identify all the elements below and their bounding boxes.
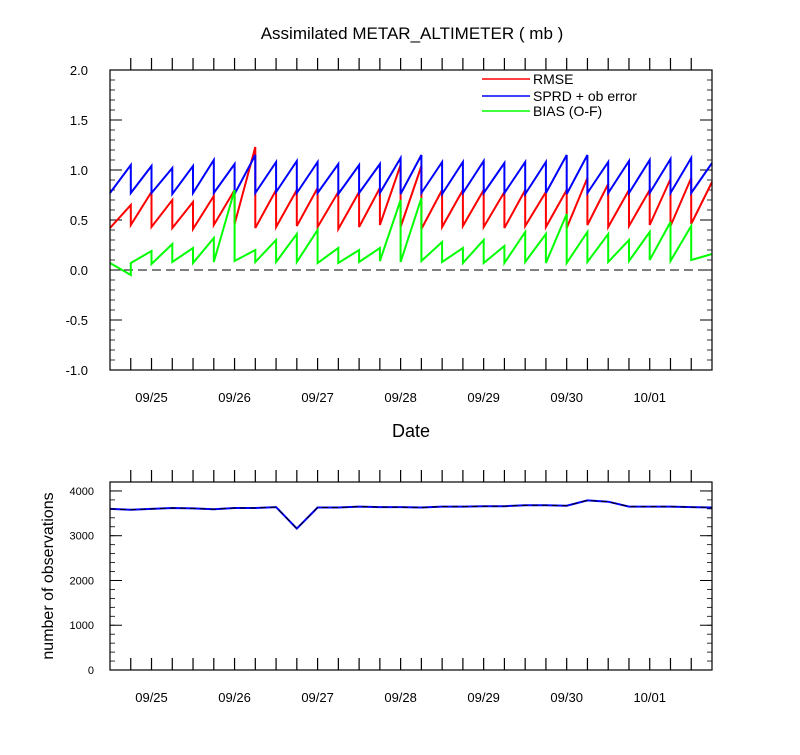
bottom-ytick-label: 1000 [70,620,94,632]
top-xtick-label: 09/27 [301,390,334,405]
bottom-ytick-label: 0 [88,665,94,677]
bottom-xtick-label: 09/25 [135,690,168,705]
bottom-ytick-label: 4000 [70,486,94,498]
bottom-xtick-label: 09/28 [384,690,417,705]
top-ytick-label: 1.5 [70,113,88,128]
series-line-bias-o-f [109,189,713,277]
top-xtick-label: 10/01 [633,390,666,405]
top-ytick-label: 2.0 [70,63,88,78]
bottom-xtick-label: 09/29 [467,690,500,705]
bottom-xtick-label: 09/27 [301,690,334,705]
bottom-xtick-label: 09/30 [550,690,583,705]
series-line-sprd-ob-error [109,154,713,198]
top-plot-frame [109,69,713,371]
top-x-axis-label: Date [392,421,430,441]
top-ytick-label: 0.5 [70,213,88,228]
legend-label-rmse: RMSE [533,71,573,87]
bottom-ytick-label: 3000 [70,531,94,543]
legend-label-sprd: SPRD + ob error [533,88,637,104]
top-ytick-label: 1.0 [70,163,88,178]
obs-line-assimilated [109,499,713,530]
top-xtick-label: 09/29 [467,390,500,405]
top-xtick-label: 09/30 [550,390,583,405]
bottom-ytick-label: 2000 [70,575,94,587]
top-plot-area: -1.0 -0.5 0.0 0.5 1.0 1.5 2.0 09/25 09/26 09/27 09… [66,58,713,405]
top-legend: RMSE SPRD + ob error BIAS (O-F) [482,71,637,119]
series-line-rmse [109,146,713,233]
top-xtick-label: 09/25 [135,390,168,405]
bottom-plot-frame [109,481,713,671]
bottom-y-axis-label: number of observations [40,492,57,659]
top-ytick-label: -1.0 [66,363,88,378]
top-ytick-label: -0.5 [66,313,88,328]
bottom-xtick-label: 09/26 [218,690,251,705]
top-xtick-label: 09/26 [218,390,251,405]
legend-label-bias: BIAS (O-F) [533,103,602,119]
top-chart-title: Assimilated METAR_ALTIMETER ( mb ) [261,24,564,43]
top-xtick-label: 09/28 [384,390,417,405]
top-ytick-label: 0.0 [70,263,88,278]
bottom-xtick-label: 10/01 [633,690,666,705]
